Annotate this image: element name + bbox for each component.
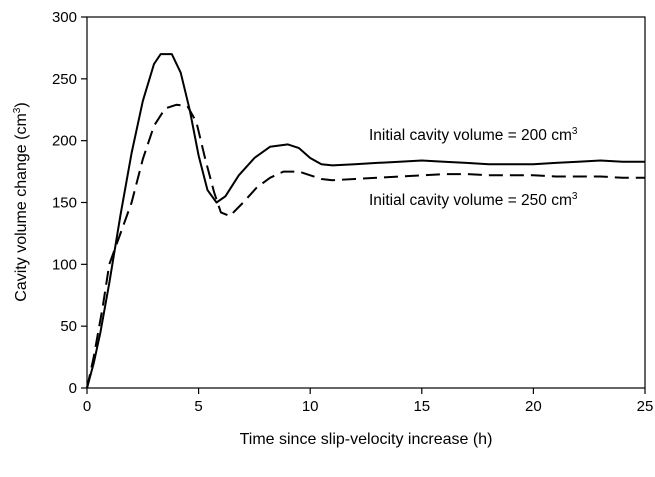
x-tick-label: 10 xyxy=(302,398,319,415)
x-tick-label: 5 xyxy=(194,398,202,415)
y-axis-label: Cavity volume change (cm3) xyxy=(12,102,30,301)
x-axis-ticks: 0 5 10 15 20 25 xyxy=(83,388,654,415)
series-line-250 xyxy=(86,103,645,389)
y-tick-label: 300 xyxy=(52,9,77,26)
y-tick-label: 150 xyxy=(52,195,77,212)
x-tick-label: 0 xyxy=(83,398,91,415)
y-tick-label: 0 xyxy=(69,380,77,397)
x-axis-label: Time since slip-velocity increase (h) xyxy=(240,431,493,448)
series-line-200 xyxy=(86,53,645,389)
x-tick-label: 20 xyxy=(525,398,542,415)
y-tick-label: 200 xyxy=(52,133,77,150)
series-layer xyxy=(86,53,645,389)
x-tick-label: 15 xyxy=(413,398,430,415)
y-tick-label: 250 xyxy=(52,71,77,88)
series-label-250: Initial cavity volume = 250 cm3 xyxy=(369,191,578,209)
x-tick-label: 25 xyxy=(637,398,654,415)
y-axis-ticks: 0 50 100 150 200 250 300 xyxy=(52,9,87,397)
y-tick-label: 100 xyxy=(52,256,77,273)
y-tick-label: 50 xyxy=(60,318,77,335)
series-label-200: Initial cavity volume = 200 cm3 xyxy=(369,126,578,144)
